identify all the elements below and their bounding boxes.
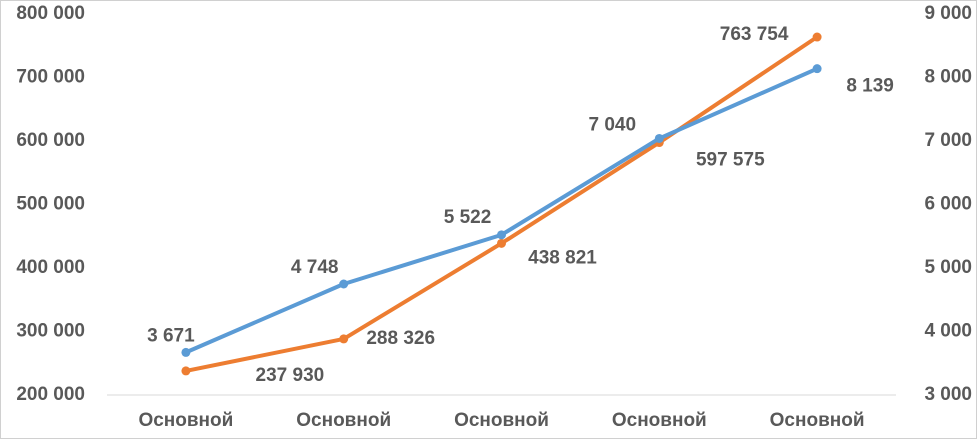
point	[812, 32, 822, 42]
point	[181, 366, 191, 376]
y2-tick-label: 4 000	[924, 321, 972, 342]
x-tick-label: Основной	[138, 410, 233, 431]
point	[339, 279, 349, 289]
y2-tick-label: 5 000	[924, 257, 972, 278]
y-tick-label: 700 000	[16, 67, 85, 88]
data-label: 3 671	[147, 325, 195, 346]
point	[654, 133, 664, 143]
y2-tick-label: 9 000	[924, 3, 972, 24]
x-tick-label: Основной	[454, 410, 549, 431]
y2-tick-label: 6 000	[924, 194, 972, 215]
x-tick-label: Основной	[770, 410, 865, 431]
y2-tick-label: 3 000	[924, 384, 972, 405]
y-tick-label: 300 000	[16, 321, 85, 342]
y-tick-label: 800 000	[16, 3, 85, 24]
y2-tick-label: 8 000	[924, 67, 972, 88]
point	[497, 230, 506, 240]
data-label: 597 575	[696, 150, 765, 171]
data-label: 438 821	[528, 247, 597, 268]
data-label: 5 522	[444, 207, 492, 228]
data-label: 237 930	[256, 365, 325, 386]
data-label: 7 040	[589, 114, 637, 135]
data-label: 4 748	[291, 257, 339, 278]
point	[181, 347, 191, 357]
y-tick-label: 500 000	[16, 194, 85, 215]
y-tick-label: 600 000	[16, 130, 85, 151]
y-tick-label: 400 000	[16, 257, 85, 278]
point	[339, 334, 349, 344]
data-label: 8 139	[846, 76, 894, 97]
data-label: 763 754	[720, 24, 789, 45]
x-tick-label: Основной	[296, 410, 391, 431]
x-tick-label: Основной	[612, 410, 707, 431]
y-tick-label: 200 000	[16, 384, 85, 405]
y2-tick-label: 7 000	[924, 130, 972, 151]
point	[497, 238, 506, 248]
point	[812, 64, 822, 74]
data-label: 288 326	[366, 328, 435, 349]
